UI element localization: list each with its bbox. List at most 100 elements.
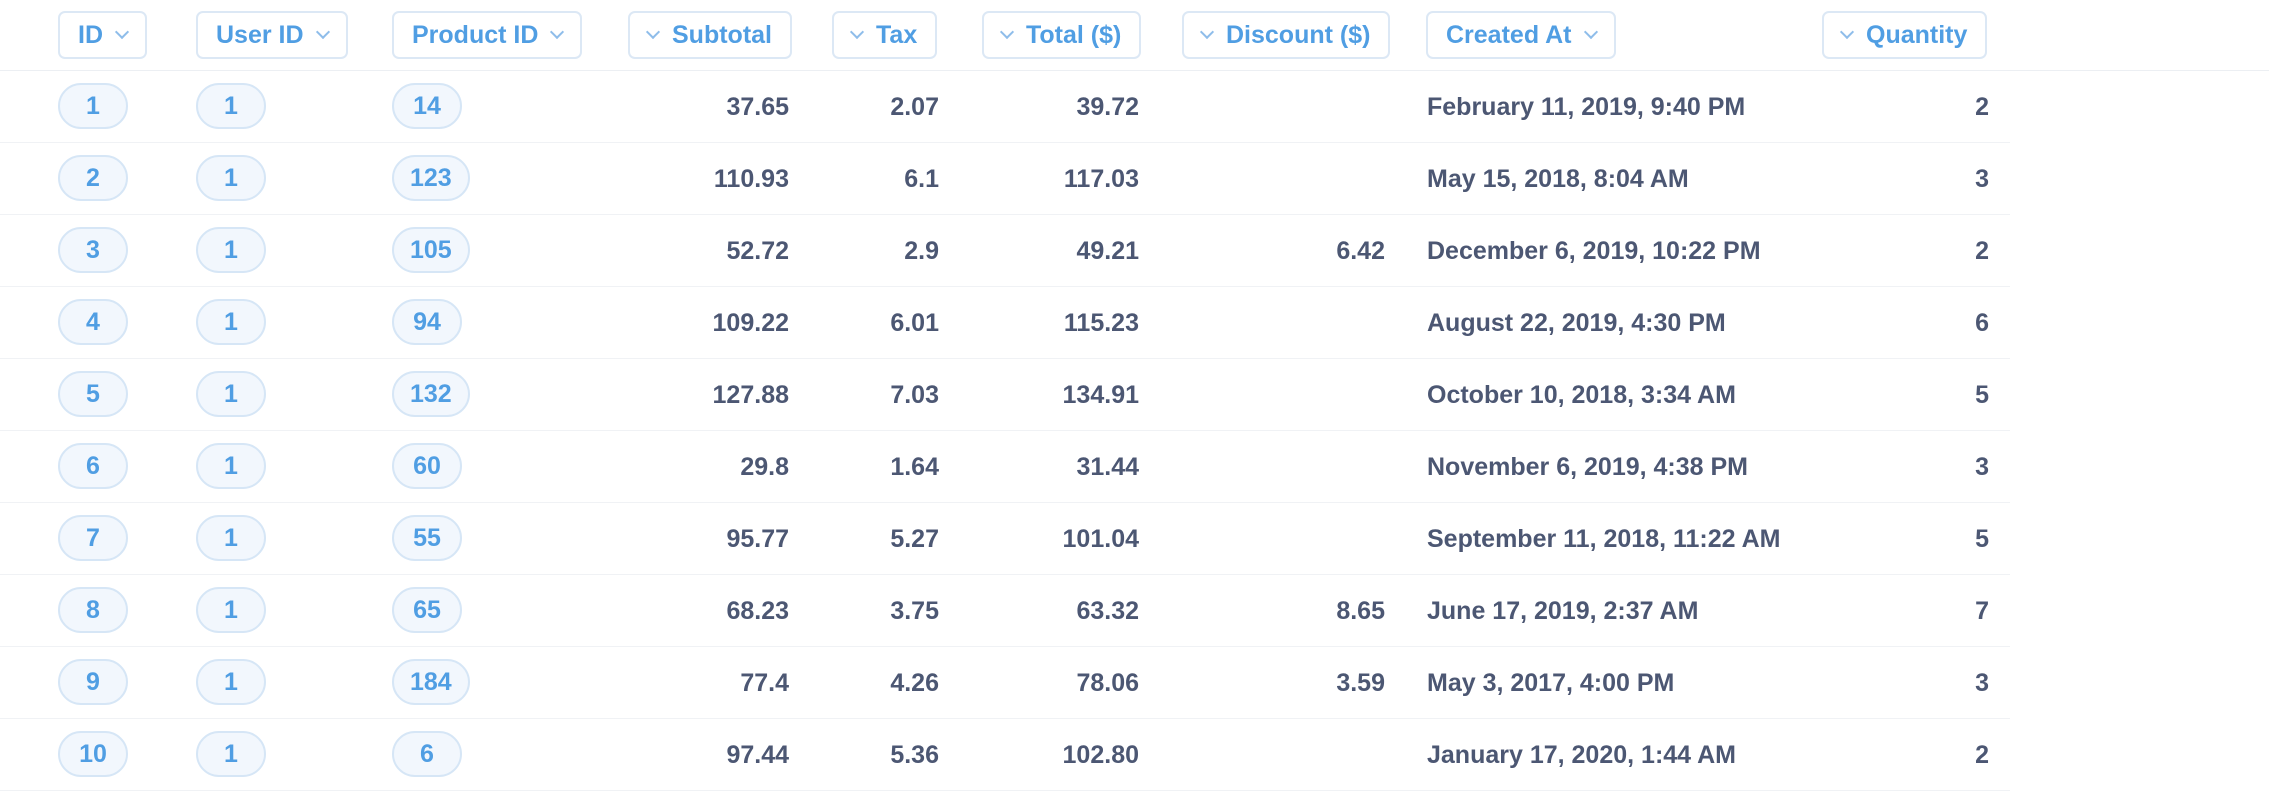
chevron-down-icon [645, 24, 661, 40]
product-id-pill[interactable]: 60 [392, 443, 462, 489]
discount-cell: 6.42 [1336, 236, 1385, 265]
discount-cell [1185, 287, 1385, 359]
table-row[interactable]: 6 1 60 29.8 1.64 31.44 3 November 6, 2019, 4:38… [0, 431, 2010, 503]
id-pill[interactable]: 5 [58, 371, 128, 417]
total-cell: 78.06 [1076, 668, 1139, 697]
table-row[interactable]: 5 1 132 127.88 7.03 134.91 5 October 10, 2018, … [0, 359, 2010, 431]
subtotal-cell: 37.65 [726, 92, 789, 121]
created-at-cell: January 17, 2020, 1:44 AM [1427, 740, 1736, 769]
tax-cell: 2.9 [904, 236, 939, 265]
id-pill[interactable]: 10 [58, 731, 128, 777]
product-id-pill[interactable]: 65 [392, 587, 462, 633]
total-cell: 101.04 [1062, 524, 1139, 553]
table-row[interactable]: 3 1 105 52.72 2.9 49.21 6.42 2 December 6, 2019,… [0, 215, 2010, 287]
chevron-down-icon [849, 24, 865, 40]
column-header-discount[interactable]: Discount ($) [1182, 11, 1391, 59]
user-id-pill[interactable]: 1 [196, 227, 266, 273]
table-row[interactable]: 1 1 14 37.65 2.07 39.72 2 February 11, 2019, 9:… [0, 71, 2010, 143]
column-header-label: ID [78, 20, 103, 49]
created-at-cell: August 22, 2019, 4:30 PM [1427, 308, 1726, 337]
product-id-pill[interactable]: 6 [392, 731, 462, 777]
id-pill[interactable]: 7 [58, 515, 128, 561]
id-pill[interactable]: 4 [58, 299, 128, 345]
created-at-cell: February 11, 2019, 9:40 PM [1427, 92, 1746, 121]
tax-cell: 1.64 [890, 452, 939, 481]
table-row[interactable]: 2 1 123 110.93 6.1 117.03 3 May 15, 2018, 8:04 … [0, 143, 2010, 215]
column-header-id[interactable]: ID [58, 11, 147, 59]
column-header-product-id[interactable]: Product ID [392, 11, 583, 59]
column-header-label: Tax [876, 20, 918, 49]
chevron-down-icon [550, 24, 565, 40]
discount-cell [1185, 143, 1385, 215]
chevron-down-icon [114, 24, 130, 40]
quantity-cell: 3 [1975, 164, 1989, 193]
id-pill[interactable]: 1 [58, 83, 128, 129]
table-header: ID User ID Product ID Subtotal Tax Total… [0, 0, 2269, 71]
tax-cell: 6.1 [904, 164, 939, 193]
column-header-total[interactable]: Total ($) [982, 11, 1142, 59]
created-at-cell: November 6, 2019, 4:38 PM [1427, 452, 1748, 481]
discount-cell [1185, 359, 1385, 431]
total-cell: 63.32 [1076, 596, 1139, 625]
user-id-pill[interactable]: 1 [196, 83, 266, 129]
tax-cell: 4.26 [890, 668, 939, 697]
column-header-created-at[interactable]: Created At [1426, 11, 1616, 59]
id-pill[interactable]: 2 [58, 155, 128, 201]
product-id-pill[interactable]: 184 [392, 659, 470, 705]
subtotal-cell: 52.72 [726, 236, 789, 265]
id-pill[interactable]: 8 [58, 587, 128, 633]
column-header-tax[interactable]: Tax [832, 11, 938, 59]
subtotal-cell: 97.44 [726, 740, 789, 769]
user-id-pill[interactable]: 1 [196, 371, 266, 417]
user-id-pill[interactable]: 1 [196, 731, 266, 777]
user-id-pill[interactable]: 1 [196, 299, 266, 345]
chevron-down-icon [1839, 24, 1855, 40]
total-cell: 31.44 [1076, 452, 1139, 481]
total-cell: 115.23 [1063, 308, 1139, 337]
quantity-cell: 7 [1975, 596, 1989, 625]
table-row[interactable]: 4 1 94 109.22 6.01 115.23 6 August 22, 2019, 4:… [0, 287, 2010, 359]
tax-cell: 3.75 [890, 596, 939, 625]
user-id-pill[interactable]: 1 [196, 443, 266, 489]
product-id-pill[interactable]: 132 [392, 371, 470, 417]
quantity-cell: 3 [1975, 452, 1989, 481]
product-id-pill[interactable]: 105 [392, 227, 470, 273]
column-header-quantity[interactable]: Quantity [1822, 11, 1988, 59]
discount-cell: 8.65 [1336, 596, 1385, 625]
created-at-cell: June 17, 2019, 2:37 AM [1427, 596, 1699, 625]
total-cell: 117.03 [1063, 164, 1139, 193]
chevron-down-icon [315, 24, 330, 40]
user-id-pill[interactable]: 1 [196, 659, 266, 705]
quantity-cell: 5 [1975, 380, 1989, 409]
id-pill[interactable]: 3 [58, 227, 128, 273]
user-id-pill[interactable]: 1 [196, 155, 266, 201]
tax-cell: 5.27 [890, 524, 939, 553]
user-id-pill[interactable]: 1 [196, 515, 266, 561]
column-header-user-id[interactable]: User ID [196, 11, 348, 59]
subtotal-cell: 68.23 [726, 596, 789, 625]
product-id-pill[interactable]: 123 [392, 155, 470, 201]
subtotal-cell: 109.22 [712, 308, 789, 337]
quantity-cell: 2 [1975, 740, 1989, 769]
table-row[interactable]: 8 1 65 68.23 3.75 63.32 8.65 7 June 17, 2019, 2:… [0, 575, 2010, 647]
product-id-pill[interactable]: 94 [392, 299, 462, 345]
total-cell: 39.72 [1076, 92, 1139, 121]
total-cell: 49.21 [1076, 236, 1139, 265]
tax-cell: 5.36 [890, 740, 939, 769]
column-header-label: User ID [216, 20, 304, 49]
product-id-pill[interactable]: 55 [392, 515, 462, 561]
quantity-cell: 6 [1975, 308, 1989, 337]
table-row[interactable]: 7 1 55 95.77 5.27 101.04 5 September 11, 2018, … [0, 503, 2010, 575]
table-row[interactable]: 9 1 184 77.4 4.26 78.06 3.59 3 May 3, 2017, 4:00… [0, 647, 2010, 719]
id-pill[interactable]: 9 [58, 659, 128, 705]
created-at-cell: September 11, 2018, 11:22 AM [1427, 524, 1781, 553]
subtotal-cell: 127.88 [712, 380, 789, 409]
column-header-label: Total ($) [1026, 20, 1122, 49]
column-header-label: Subtotal [672, 20, 772, 49]
subtotal-cell: 110.93 [713, 164, 789, 193]
product-id-pill[interactable]: 14 [392, 83, 462, 129]
id-pill[interactable]: 6 [58, 443, 128, 489]
table-row[interactable]: 10 1 6 97.44 5.36 102.80 2 January 17, 2020, 1:… [0, 719, 2010, 791]
column-header-subtotal[interactable]: Subtotal [628, 11, 792, 59]
user-id-pill[interactable]: 1 [196, 587, 266, 633]
